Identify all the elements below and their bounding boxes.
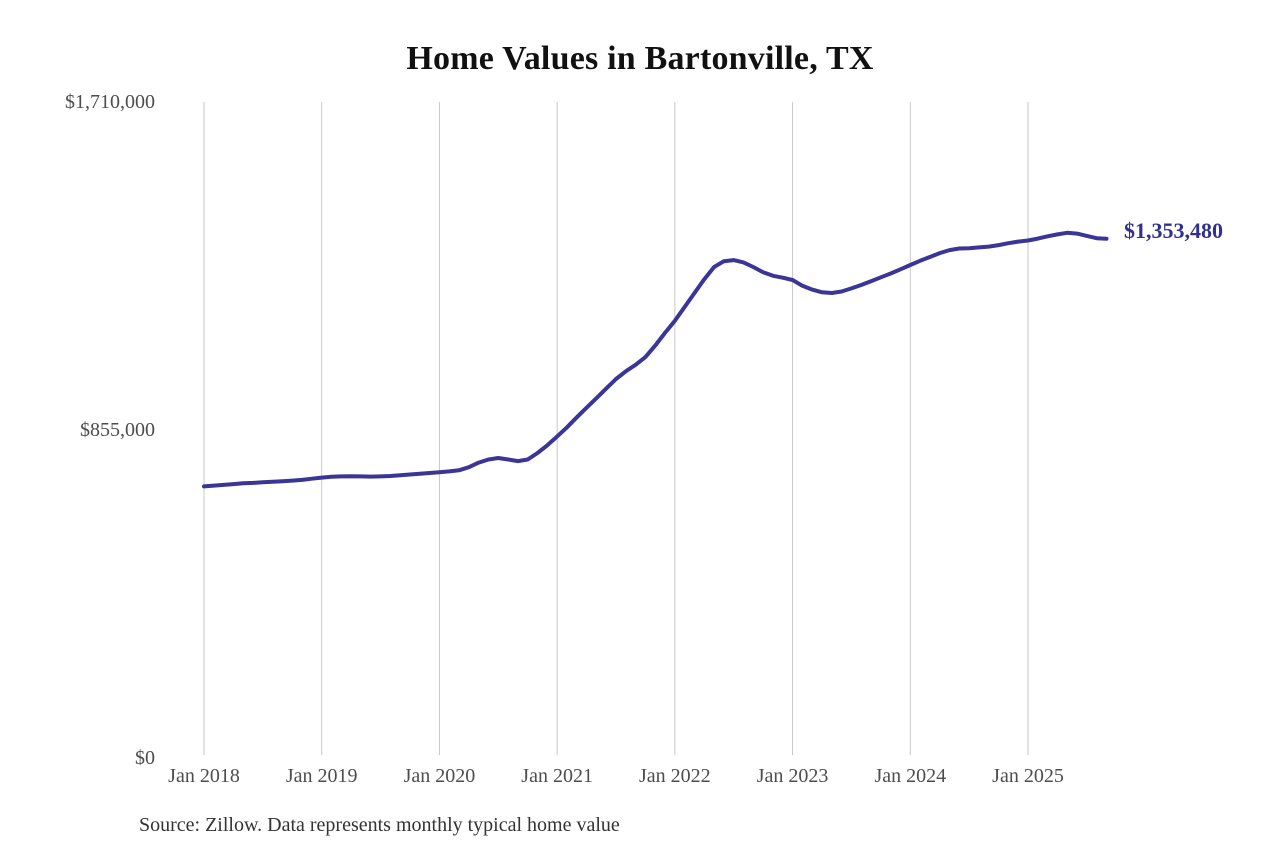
- source-note: Source: Zillow. Data represents monthly …: [139, 814, 620, 836]
- x-axis-tick: Jan 2023: [756, 765, 829, 787]
- x-axis-tick: Jan 2020: [403, 765, 476, 787]
- year-gridlines: [203, 102, 1029, 755]
- y-axis-tick: $0: [135, 747, 155, 769]
- x-axis-tick: Jan 2025: [992, 765, 1064, 787]
- x-axis-tick: Jan 2018: [168, 765, 240, 787]
- y-axis-tick: $855,000: [80, 419, 155, 441]
- y-axis-tick: $1,710,000: [65, 91, 155, 113]
- x-axis-tick: Jan 2021: [521, 765, 593, 787]
- latest-value-label: $1,353,480: [1124, 217, 1223, 243]
- x-axis-tick: Jan 2024: [874, 765, 947, 787]
- chart-title: Home Values in Bartonville, TX: [406, 40, 874, 77]
- x-axis-tick: Jan 2019: [285, 765, 358, 787]
- x-axis-tick: Jan 2022: [639, 765, 711, 787]
- home-value-line: [202, 230, 1109, 489]
